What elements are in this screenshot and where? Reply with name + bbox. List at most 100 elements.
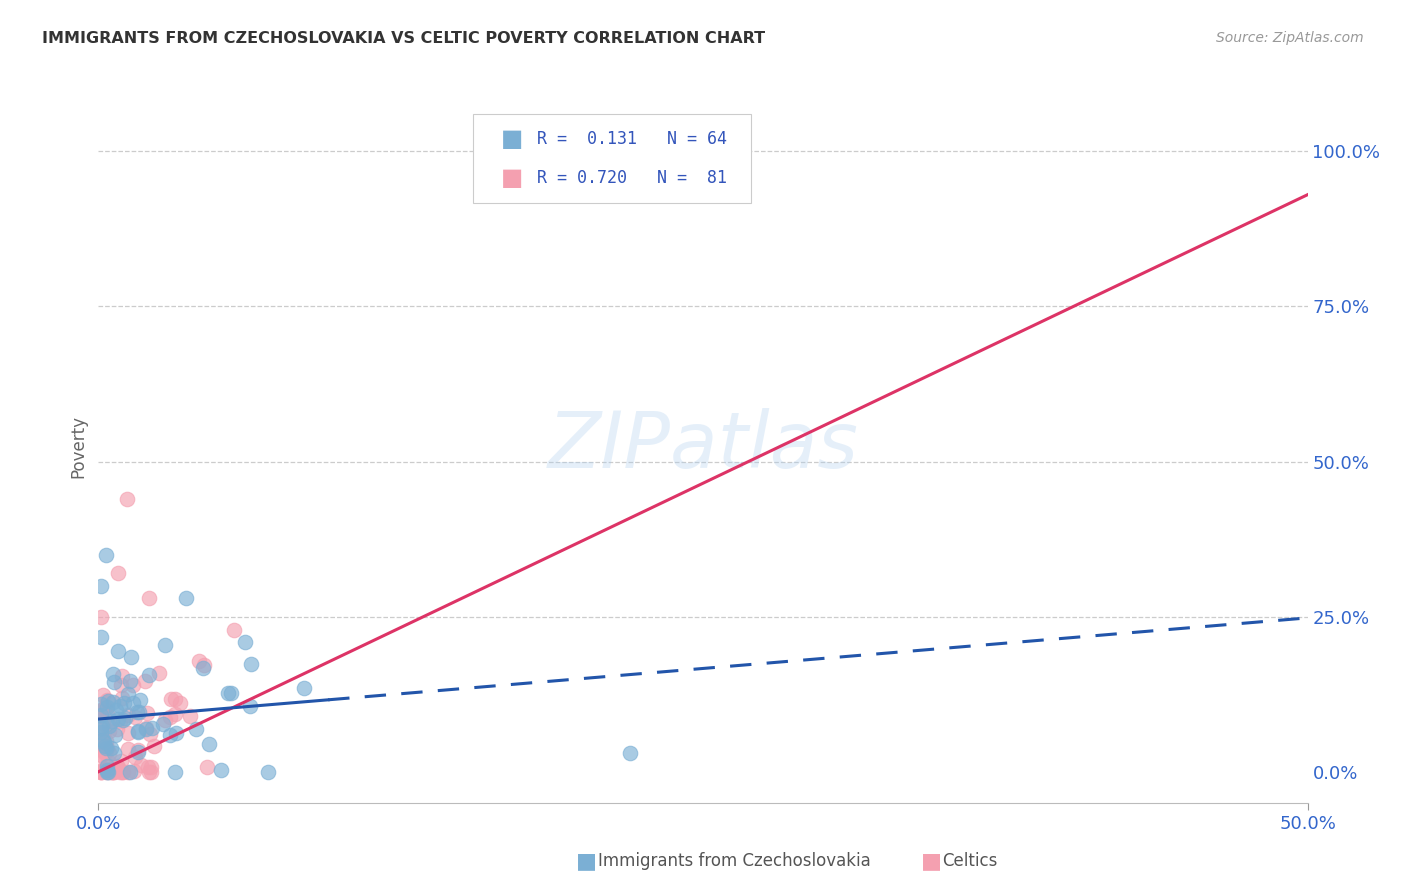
Point	[97, 764, 120, 779]
Point	[138, 591, 160, 605]
Point	[105, 759, 128, 773]
Point	[169, 696, 191, 710]
Point	[90, 722, 112, 736]
Point	[98, 746, 121, 760]
Point	[90, 579, 112, 593]
Point	[90, 764, 112, 779]
Point	[118, 673, 141, 688]
Point	[136, 706, 159, 721]
Point	[103, 667, 125, 681]
Y-axis label: Poverty: Poverty	[69, 415, 87, 477]
Point	[124, 710, 146, 724]
Point	[127, 745, 149, 759]
Point	[93, 716, 115, 731]
Point	[94, 747, 117, 761]
Point	[153, 714, 176, 728]
Point	[160, 691, 183, 706]
Point	[117, 726, 139, 740]
Point	[217, 685, 239, 699]
Point	[120, 650, 142, 665]
Point	[209, 763, 232, 777]
Point	[239, 657, 262, 671]
Point	[134, 673, 156, 688]
Point	[101, 714, 124, 728]
Point	[110, 678, 132, 692]
Text: ■: ■	[921, 851, 942, 871]
Point	[165, 764, 187, 779]
Point	[195, 759, 218, 773]
Point	[165, 707, 187, 722]
Point	[90, 733, 112, 747]
Point	[142, 739, 165, 753]
Text: ■: ■	[501, 167, 523, 190]
Point	[174, 591, 197, 605]
Point	[117, 687, 139, 701]
Point	[239, 698, 262, 713]
Point	[97, 719, 120, 733]
Point	[222, 623, 245, 637]
Point	[107, 712, 129, 726]
Point	[135, 723, 157, 737]
Point	[110, 754, 132, 768]
Point	[90, 764, 112, 779]
Text: ■: ■	[501, 128, 523, 151]
Point	[103, 759, 125, 773]
Point	[256, 764, 278, 779]
Point	[128, 705, 150, 719]
Text: ZIPatlas: ZIPatlas	[547, 408, 859, 484]
Point	[111, 669, 134, 683]
Point	[93, 725, 115, 739]
Point	[159, 728, 181, 742]
Point	[91, 733, 114, 747]
Point	[152, 716, 174, 731]
Point	[139, 764, 162, 779]
Point	[619, 746, 641, 760]
Point	[97, 694, 120, 708]
Point	[148, 665, 170, 680]
Point	[90, 763, 112, 777]
Point	[96, 759, 118, 773]
Point	[94, 745, 117, 759]
Point	[90, 764, 112, 779]
Point	[94, 548, 117, 562]
Point	[110, 764, 132, 779]
Point	[159, 710, 181, 724]
Point	[103, 695, 125, 709]
Point	[114, 711, 136, 725]
Point	[107, 566, 129, 581]
Point	[127, 743, 149, 757]
Point	[165, 691, 187, 706]
Point	[90, 609, 112, 624]
Point	[101, 764, 124, 779]
Point	[103, 675, 125, 690]
Point	[121, 678, 143, 692]
Point	[90, 698, 112, 712]
Point	[108, 699, 131, 714]
Point	[193, 658, 215, 673]
Point	[117, 708, 139, 723]
Point	[117, 742, 139, 756]
Point	[100, 741, 122, 756]
Point	[186, 722, 208, 736]
Point	[104, 764, 127, 779]
Point	[111, 691, 134, 706]
Point	[198, 738, 221, 752]
Point	[103, 746, 125, 760]
Text: Celtics: Celtics	[942, 852, 997, 870]
Point	[94, 740, 117, 755]
Point	[96, 733, 118, 747]
Point	[90, 707, 112, 722]
Point	[138, 727, 160, 741]
Point	[120, 764, 142, 779]
Point	[292, 681, 315, 695]
Point	[91, 743, 114, 757]
Point	[101, 764, 124, 779]
Point	[138, 668, 160, 682]
Point	[97, 724, 120, 739]
Point	[90, 724, 112, 739]
Point	[96, 763, 118, 777]
Point	[117, 764, 139, 779]
Point	[108, 714, 131, 728]
Point	[90, 709, 112, 723]
Point	[94, 764, 117, 779]
